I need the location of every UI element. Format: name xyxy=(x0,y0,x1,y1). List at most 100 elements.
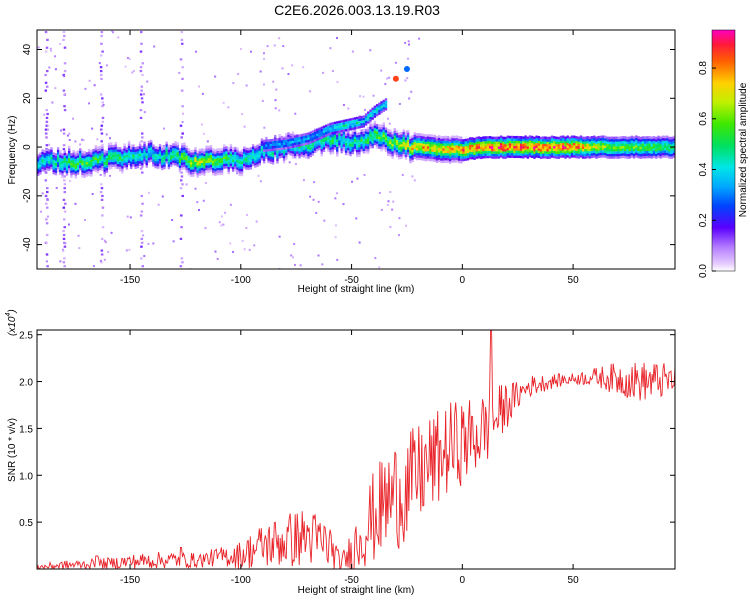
ridge-cell xyxy=(63,155,66,158)
ridge-cell xyxy=(391,141,394,145)
ridge-cell xyxy=(570,150,574,153)
ridge-cell xyxy=(196,162,199,166)
ridge-cell xyxy=(508,140,512,144)
ridge-cell xyxy=(506,140,510,144)
ridge-cell xyxy=(187,155,191,159)
ridge-cell xyxy=(85,159,89,163)
ridge-cell xyxy=(65,172,69,176)
ridge-cell xyxy=(364,138,368,142)
ridge-cell xyxy=(347,147,350,151)
noise-speckle xyxy=(358,241,361,244)
ridge-cell xyxy=(183,164,186,168)
ridge-cell xyxy=(79,155,82,159)
ridge-cell xyxy=(593,138,596,141)
ridge-cell xyxy=(440,158,443,161)
ridge-cell xyxy=(601,147,605,151)
ridge-cell xyxy=(167,144,171,148)
ridge-cell xyxy=(373,142,377,146)
ridge-cell xyxy=(333,130,337,133)
branch-cell xyxy=(353,117,357,120)
ridge-cell xyxy=(94,169,97,173)
ridge-cell xyxy=(127,150,131,154)
ridge-cell xyxy=(147,160,151,163)
ridge-cell xyxy=(76,152,80,156)
ridge-cell xyxy=(37,168,40,172)
ridge-cell xyxy=(670,153,673,157)
ridge-cell xyxy=(262,155,266,159)
ridge-cell xyxy=(668,156,671,159)
ridge-cell xyxy=(367,136,370,140)
y-tick-label: 0.5 xyxy=(19,518,33,529)
ridge-cell xyxy=(453,150,456,153)
ridge-cell xyxy=(672,152,675,156)
branch-cell xyxy=(358,118,361,122)
ridge-cell xyxy=(593,152,596,156)
ridge-cell xyxy=(39,164,42,168)
ridge-cell xyxy=(389,139,392,142)
ridge-cell xyxy=(648,153,651,156)
noise-speckle xyxy=(322,71,325,74)
ridge-cell xyxy=(535,155,538,158)
ridge-cell xyxy=(641,153,645,156)
ridge-cell xyxy=(460,148,463,152)
ridge-cell xyxy=(420,145,423,149)
ridge-cell xyxy=(418,157,421,161)
noise-speckle xyxy=(63,226,67,229)
ridge-cell xyxy=(358,142,361,145)
ridge-cell xyxy=(400,141,403,145)
ridge-cell xyxy=(96,168,100,171)
ridge-cell xyxy=(231,156,235,160)
branch-cell xyxy=(311,132,315,136)
ridge-cell xyxy=(553,141,556,144)
ridge-cell xyxy=(121,158,124,162)
ridge-cell xyxy=(457,145,461,149)
ridge-cell xyxy=(313,145,317,149)
ridge-cell xyxy=(234,163,237,167)
noise-speckle xyxy=(107,251,110,254)
ridge-cell xyxy=(45,148,49,152)
ridge-cell xyxy=(604,138,607,141)
ridge-cell xyxy=(125,147,129,151)
ridge-cell xyxy=(586,148,589,151)
ridge-cell xyxy=(262,151,266,154)
ridge-cell xyxy=(409,136,412,139)
ridge-cell xyxy=(475,136,479,140)
ridge-cell xyxy=(415,150,419,153)
ridge-cell xyxy=(65,158,69,161)
ridge-cell xyxy=(575,148,578,151)
ridge-cell xyxy=(406,151,410,155)
ridge-cell xyxy=(663,138,667,141)
ridge-cell xyxy=(205,152,208,156)
ridge-cell xyxy=(588,148,592,152)
ridge-cell xyxy=(641,155,645,159)
noise-speckle xyxy=(45,46,49,49)
ridge-cell xyxy=(79,162,82,166)
noise-speckle xyxy=(243,125,246,128)
ridge-cell xyxy=(83,151,86,154)
noise-speckle xyxy=(45,218,48,221)
noise-speckle xyxy=(62,73,65,77)
ridge-cell xyxy=(393,132,397,136)
branch-cell xyxy=(282,147,286,150)
ridge-cell xyxy=(298,148,301,152)
noise-speckle xyxy=(108,137,111,140)
ridge-cell xyxy=(212,160,215,164)
ridge-cell xyxy=(431,134,434,138)
ridge-cell xyxy=(189,157,193,160)
ridge-cell xyxy=(43,162,47,166)
ridge-cell xyxy=(203,170,206,174)
branch-cell xyxy=(371,107,374,110)
branch-cell xyxy=(360,123,363,126)
noise-speckle xyxy=(288,161,291,164)
ridge-cell xyxy=(515,148,518,151)
ridge-cell xyxy=(172,155,175,159)
ridge-cell xyxy=(488,155,492,159)
ridge-cell xyxy=(628,151,631,154)
ridge-cell xyxy=(387,131,390,134)
ridge-cell xyxy=(661,150,665,153)
ridge-cell xyxy=(218,148,222,151)
ridge-cell xyxy=(652,138,656,142)
ridge-cell xyxy=(595,143,598,147)
ridge-cell xyxy=(110,159,113,162)
ridge-cell xyxy=(185,169,188,173)
